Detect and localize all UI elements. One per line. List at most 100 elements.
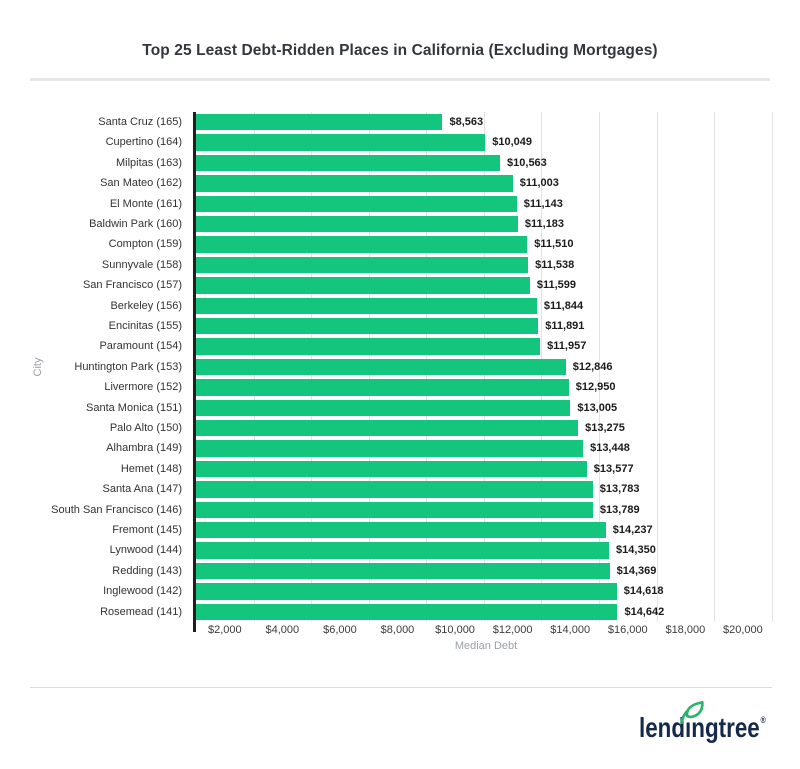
bar [196,358,566,376]
x-tick-label: $4,000 [265,624,300,636]
bar-row: Compton (159) $11,510 [109,234,776,254]
bar-row: South San Francisco (146) $13,789 [51,500,776,520]
logo-text: lendıngtree [639,712,760,743]
value-label: $11,143 [523,197,563,210]
category-label: Sunnyvale (158) [101,258,182,271]
bar-row: El Monte (161) $11,143 [110,194,776,214]
value-label: $11,891 [545,320,585,332]
gridline [598,112,600,622]
category-label: Fremont (145) [112,524,182,536]
chart-title: Top 25 Least Debt-Ridden Places in Calif… [142,42,658,59]
category-label: Santa Cruz (165) [98,116,182,128]
bar [196,522,606,539]
bar [196,542,610,559]
bar [196,420,579,437]
gridline [656,112,658,622]
bar-row: Sunnyvale (158) $11,538 [102,255,776,275]
category-label: Hemet (148) [120,462,182,475]
value-label: $10,049 [492,136,533,149]
leaf-icon [680,701,704,724]
title-divider [30,78,770,81]
category-label: San Francisco (157) [82,279,182,292]
category-label: Milpitas (163) [115,156,182,169]
value-label: $13,448 [590,442,630,455]
bar [196,297,537,314]
bar [196,175,513,192]
y-axis-line [193,112,196,632]
bar [196,481,593,498]
value-label: $11,957 [547,340,587,353]
x-tick-label: $18,000 [665,624,706,636]
bar [196,603,618,620]
gridline [771,112,773,622]
value-label: $13,005 [577,401,618,414]
x-axis-title: Median Debt [454,640,518,652]
plot-area: Santa Cruz (165) $8,563 Cupertino (164) $10… [51,112,776,622]
bar-row: Santa Ana (147) $13,783 [102,479,776,499]
gridline [714,112,716,622]
x-tick-label: $10,000 [435,624,475,636]
bar-row: Paramount (154) $11,957 [99,336,776,356]
bar [196,195,517,212]
footer-divider [30,687,772,688]
bar-row: Palo Alto (150) $13,275 [110,418,776,438]
value-label: $12,846 [572,360,613,373]
bar [196,114,443,131]
bar [196,277,530,294]
category-label: San Mateo (162) [100,177,182,190]
bar [196,501,593,518]
category-label: Palo Alto (150) [109,422,182,434]
x-tick-label: $20,000 [723,624,763,636]
value-label: $13,275 [585,422,625,434]
x-tick-label: $14,000 [550,624,591,636]
bar [196,460,587,478]
bar [196,562,610,580]
bar [196,379,569,396]
value-label: $11,599 [536,279,577,292]
bar-row: San Francisco (157) $11,599 [83,275,776,295]
value-label: $14,237 [612,524,653,536]
bar-row: Baldwin Park (160) $11,183 [89,214,776,234]
bar-row: Lynwood (144) $14,350 [110,540,776,560]
y-axis-title: City [32,357,44,377]
value-label: $13,577 [593,462,634,475]
value-label: $14,618 [623,585,664,598]
bar [196,216,518,233]
bar [196,154,501,172]
bar [196,399,571,416]
bar-row: Santa Cruz (165) $8,563 [98,112,776,132]
x-tick-label: $2,000 [207,624,242,636]
value-label: $11,510 [534,238,574,251]
lendingtree-logo: lendıngtree® [639,712,799,756]
x-tick-label: $6,000 [323,624,357,636]
category-label: South San Francisco (146) [51,503,182,516]
bar-row: Redding (143) $14,369 [112,561,776,581]
value-label: $11,183 [524,218,565,230]
category-label: Lynwood (144) [109,544,182,557]
bar-row: Santa Monica (151) $13,005 [86,398,776,418]
category-label: El Monte (161) [109,197,182,210]
bar-row: Hemet (148) $13,577 [121,459,776,479]
category-label: Cupertino (164) [105,136,182,149]
category-label: Paramount (154) [99,340,182,353]
value-label: $13,789 [599,503,640,516]
bar-row: San Mateo (162) $11,003 [100,173,776,193]
bar-row: Huntington Park (153) $12,846 [74,357,776,377]
category-label: Santa Ana (147) [102,483,182,496]
category-label: Encinitas (155) [108,320,182,332]
bar-row: Berkeley (156) $11,844 [110,296,776,316]
bar-row: Milpitas (163) $10,563 [116,153,776,173]
bar [196,256,529,274]
bar-row: Alhambra (149) $13,448 [106,438,776,458]
x-tick-label: $12,000 [492,624,533,636]
category-label: Compton (159) [108,238,182,251]
bar-row: Cupertino (164) $10,049 [106,132,776,152]
category-label: Inglewood (142) [103,585,182,598]
bar [196,583,617,600]
value-label: $10,563 [507,156,547,169]
bar-row: Fremont (145) $14,237 [112,520,776,540]
value-label: $8,563 [449,116,484,128]
value-label: $14,350 [616,544,656,557]
category-label: Baldwin Park (160) [89,218,182,230]
category-label: Huntington Park (153) [74,360,182,373]
